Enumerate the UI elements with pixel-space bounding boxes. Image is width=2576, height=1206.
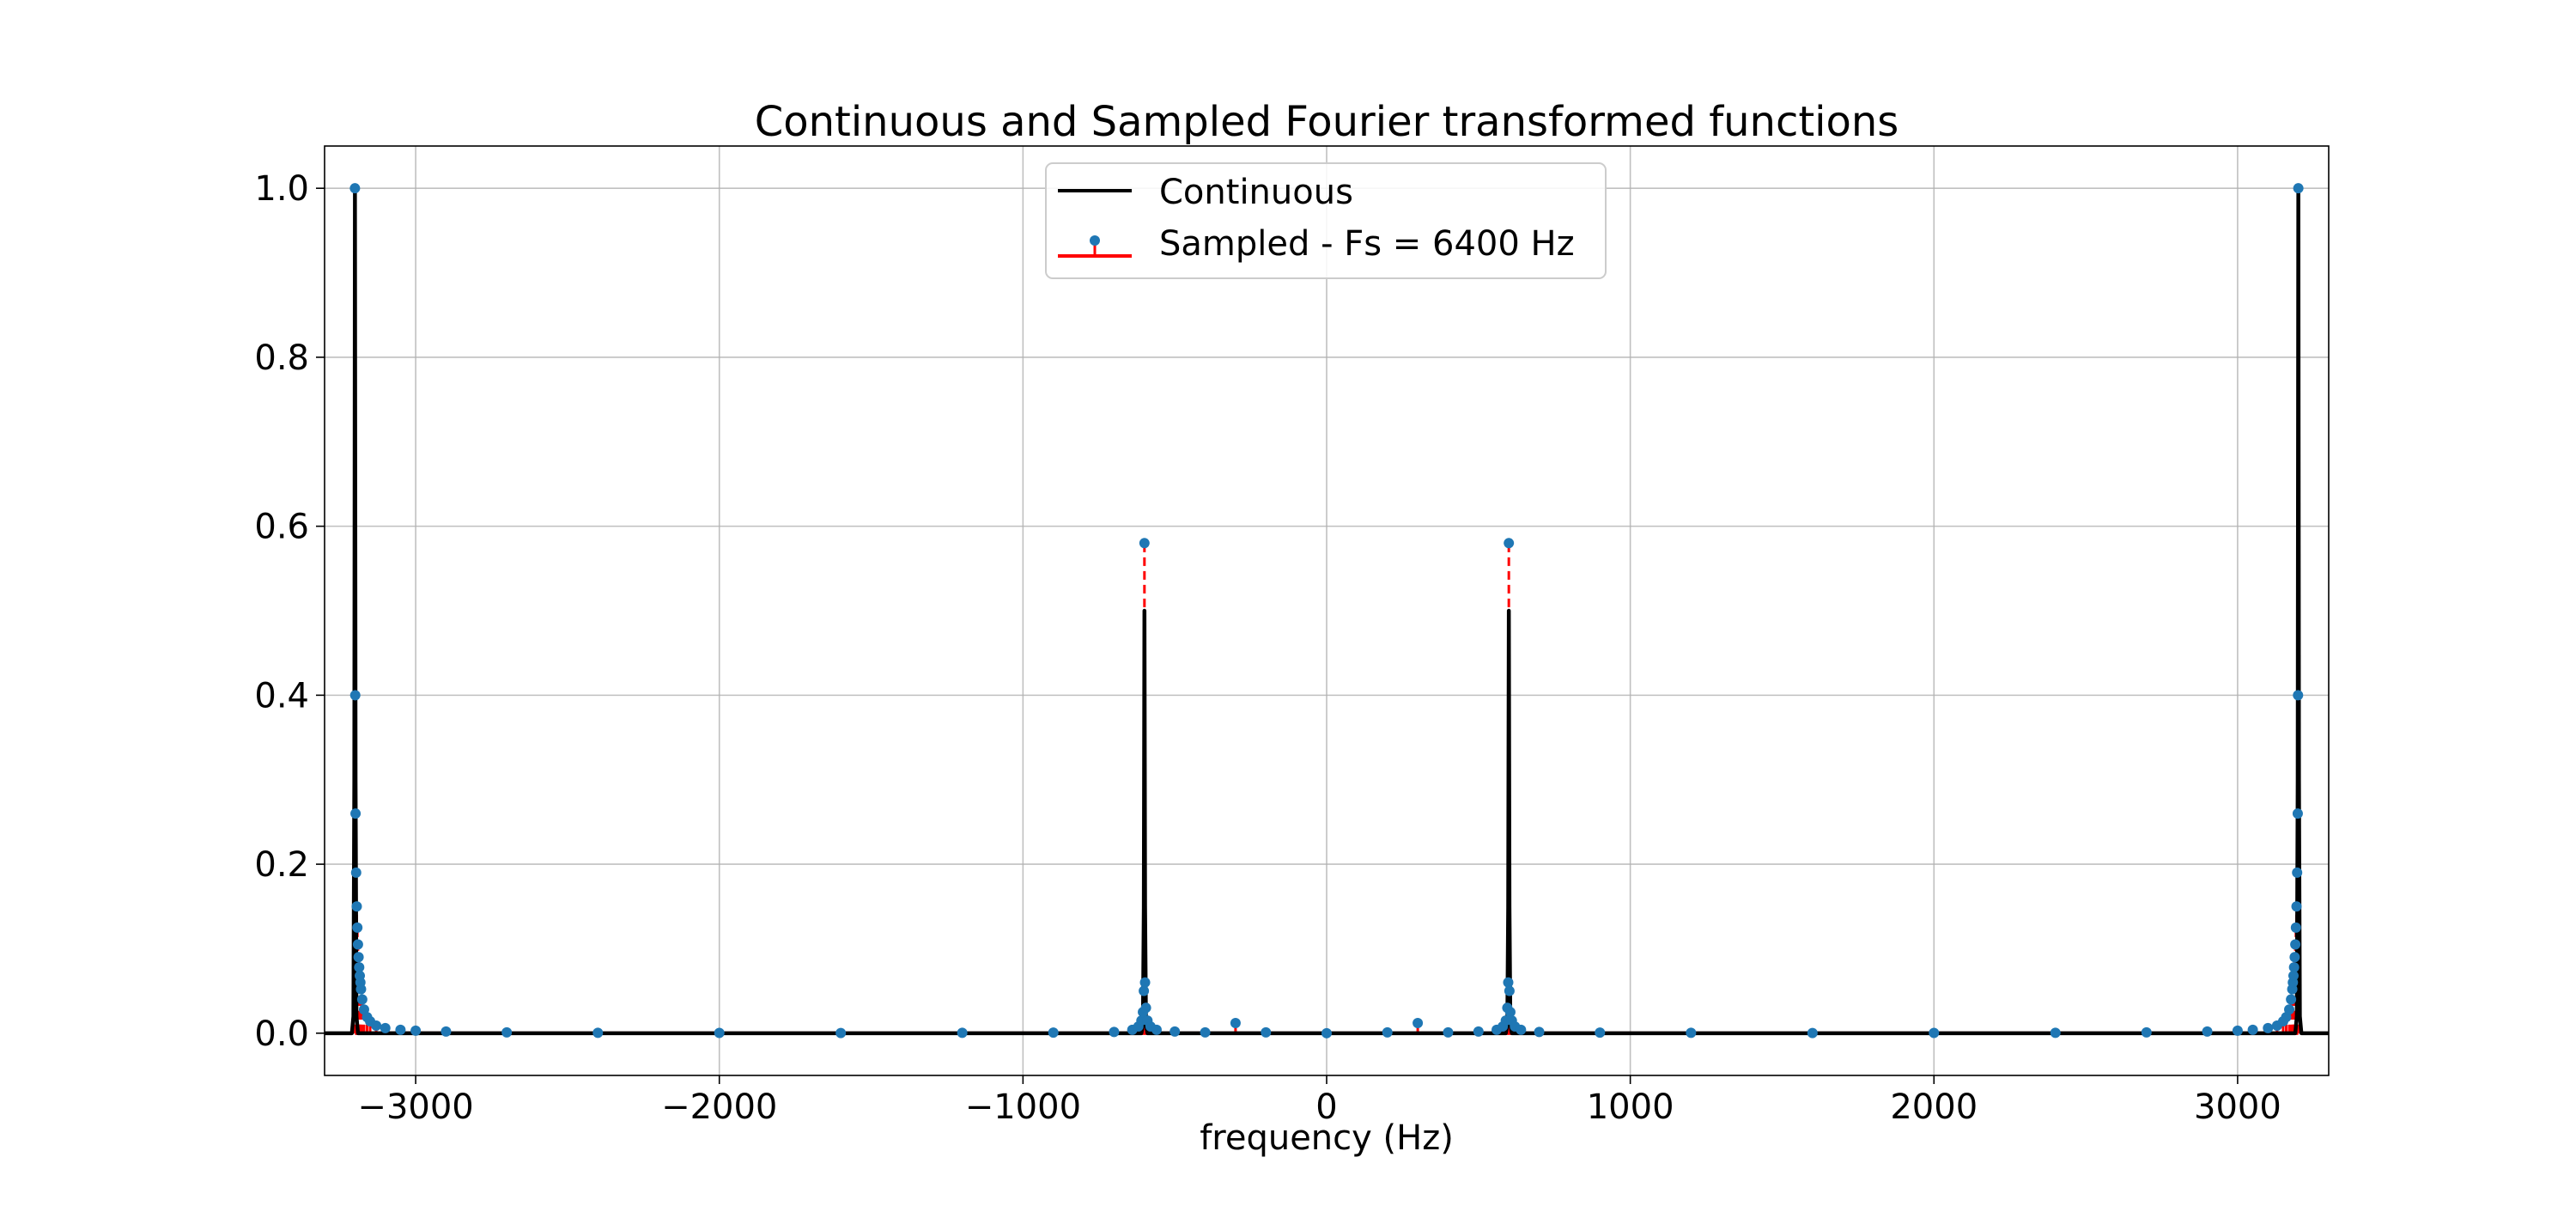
sampled-marker bbox=[1473, 1026, 1484, 1037]
legend-sampled-marker-swatch bbox=[1090, 235, 1100, 246]
sampled-marker bbox=[2291, 901, 2302, 912]
sampled-marker bbox=[1595, 1027, 1606, 1038]
sampled-marker bbox=[1504, 1007, 1516, 1018]
sampled-marker bbox=[371, 1020, 382, 1031]
x-tick-label: 1000 bbox=[1587, 1087, 1674, 1127]
sampled-markers bbox=[349, 183, 2304, 1038]
sampled-marker bbox=[592, 1027, 604, 1038]
sampled-marker bbox=[354, 962, 365, 973]
sampled-marker bbox=[352, 939, 363, 950]
sampled-marker bbox=[2247, 1024, 2258, 1035]
sampled-marker bbox=[395, 1024, 406, 1035]
x-tick-label: 2000 bbox=[1890, 1087, 1978, 1127]
sampled-marker bbox=[351, 901, 362, 912]
sampled-marker bbox=[1503, 977, 1514, 988]
y-tick-label: 0.0 bbox=[254, 1014, 309, 1054]
sampled-marker bbox=[1382, 1026, 1393, 1038]
y-tick-label: 0.8 bbox=[254, 338, 309, 378]
sampled-marker bbox=[1139, 977, 1151, 988]
sampled-marker bbox=[1929, 1027, 1940, 1038]
legend-box bbox=[1045, 162, 1607, 279]
sampled-marker bbox=[2292, 867, 2303, 878]
sampled-marker bbox=[835, 1027, 847, 1038]
sampled-marker bbox=[957, 1027, 968, 1038]
legend-sampled-label: Sampled - Fs = 6400 Hz bbox=[1159, 224, 1575, 264]
sampled-marker bbox=[1230, 1018, 1241, 1029]
sampled-marker bbox=[356, 994, 368, 1005]
sampled-marker bbox=[2287, 970, 2299, 981]
sampled-marker bbox=[2050, 1027, 2061, 1038]
y-tick-label: 0.6 bbox=[254, 508, 309, 547]
sampled-marker bbox=[352, 922, 363, 933]
chart-title: Continuous and Sampled Fourier transform… bbox=[755, 98, 1899, 146]
x-tick-label: −2000 bbox=[661, 1087, 777, 1127]
sampled-marker bbox=[1413, 1018, 1424, 1029]
sampled-marker bbox=[1200, 1026, 1211, 1038]
sampled-marker bbox=[1516, 1024, 1527, 1035]
sampled-marker bbox=[2141, 1026, 2152, 1038]
sampled-marker bbox=[353, 952, 364, 963]
sampled-marker bbox=[349, 183, 361, 194]
sampled-marker bbox=[2293, 183, 2304, 194]
sampled-marker bbox=[1504, 538, 1515, 549]
axis-ticks: −3000 −2000 −1000 0 1000 2000 3000 0.0 0.2 0.4 0.6… bbox=[254, 169, 2281, 1127]
sampled-marker bbox=[714, 1027, 725, 1038]
legend-continuous-label: Continuous bbox=[1159, 173, 1353, 212]
y-tick-label: 0.4 bbox=[254, 676, 309, 716]
sampled-marker bbox=[2290, 922, 2301, 933]
sampled-marker bbox=[2290, 939, 2301, 950]
sampled-marker bbox=[1321, 1027, 1332, 1038]
sampled-marker bbox=[440, 1026, 452, 1037]
plot-data bbox=[325, 183, 2329, 1038]
sampled-marker bbox=[380, 1022, 391, 1033]
sampled-marker bbox=[2293, 690, 2304, 701]
sampled-marker bbox=[1170, 1026, 1181, 1037]
x-tick-label: −1000 bbox=[965, 1087, 1081, 1127]
sampled-marker bbox=[2263, 1022, 2274, 1033]
sampled-marker bbox=[1807, 1027, 1818, 1038]
sampled-marker bbox=[2292, 808, 2303, 819]
sampled-marker bbox=[1261, 1026, 1272, 1038]
sampled-marker bbox=[1139, 538, 1150, 549]
sampled-marker bbox=[410, 1025, 422, 1036]
sampled-marker bbox=[2289, 952, 2300, 963]
sampled-marker bbox=[1139, 985, 1150, 996]
sampled-marker bbox=[1534, 1026, 1545, 1038]
legend: Continuous Sampled - Fs = 6400 Hz bbox=[1045, 162, 1607, 279]
sampled-marker bbox=[501, 1026, 513, 1038]
sampled-marker bbox=[2232, 1025, 2243, 1036]
sampled-marker bbox=[1109, 1026, 1120, 1038]
x-tick-label: 0 bbox=[1315, 1087, 1337, 1127]
y-tick-label: 0.2 bbox=[254, 845, 309, 885]
sampled-marker bbox=[2284, 1004, 2295, 1015]
x-tick-label: −3000 bbox=[357, 1087, 473, 1127]
sampled-marker bbox=[2202, 1026, 2213, 1037]
sampled-marker bbox=[1443, 1026, 1454, 1038]
sampled-marker bbox=[349, 690, 361, 701]
sampled-marker bbox=[1140, 1002, 1151, 1014]
sampled-marker bbox=[1151, 1024, 1162, 1035]
sampled-marker bbox=[355, 984, 367, 995]
sampled-marker bbox=[1048, 1027, 1059, 1038]
sampled-marker bbox=[1686, 1027, 1697, 1038]
x-tick-label: 3000 bbox=[2194, 1087, 2281, 1127]
sampled-marker bbox=[350, 808, 361, 819]
x-axis-label: frequency (Hz) bbox=[1200, 1118, 1454, 1158]
sampled-marker bbox=[2288, 962, 2300, 973]
sampled-marker bbox=[350, 867, 361, 878]
sampled-marker bbox=[2286, 994, 2297, 1005]
sampled-marker bbox=[1504, 985, 1515, 996]
y-tick-label: 1.0 bbox=[254, 169, 309, 209]
